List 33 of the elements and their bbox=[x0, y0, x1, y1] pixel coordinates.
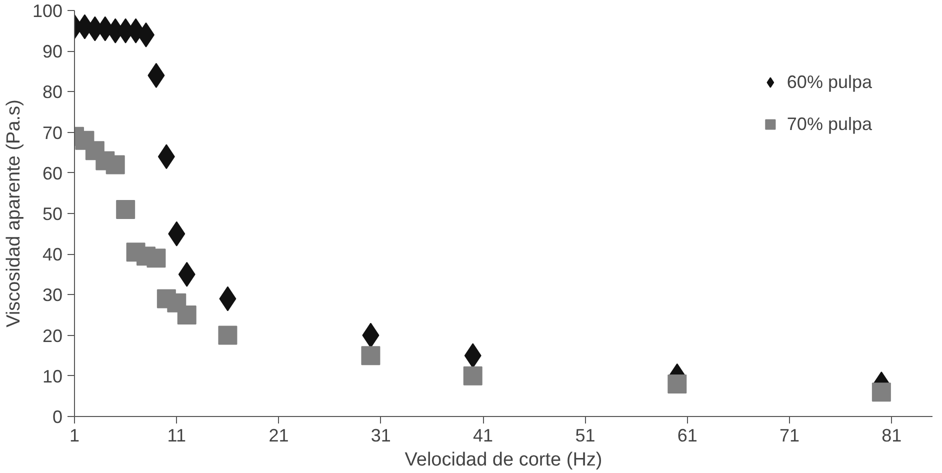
x-axis-title: Velocidad de corte (Hz) bbox=[404, 450, 602, 470]
y-tick-label: 50 bbox=[42, 204, 63, 224]
y-tick-label: 90 bbox=[42, 42, 63, 62]
point bbox=[116, 200, 136, 219]
x-tick-label: 21 bbox=[268, 426, 289, 446]
point bbox=[106, 155, 125, 174]
x-tick-label: 61 bbox=[677, 426, 698, 446]
y-tick-label: 20 bbox=[42, 326, 63, 346]
y-tick-label: 10 bbox=[42, 366, 63, 386]
x-tick-label: 41 bbox=[473, 426, 494, 446]
point bbox=[177, 306, 196, 324]
y-tick-label: 0 bbox=[52, 407, 63, 427]
y-axis-title: Viscosidad aparente (Pa.s) bbox=[3, 100, 24, 328]
x-tick-label: 51 bbox=[575, 426, 596, 446]
point bbox=[361, 346, 380, 366]
x-tick-label: 1 bbox=[69, 426, 80, 446]
y-tick-label: 80 bbox=[42, 82, 63, 102]
legend-label: 60% pulpa bbox=[786, 72, 872, 92]
point bbox=[872, 382, 891, 402]
x-tick-label: 11 bbox=[167, 426, 186, 446]
point bbox=[218, 326, 238, 345]
y-tick-label: 100 bbox=[32, 1, 63, 21]
y-tick-label: 30 bbox=[42, 285, 63, 306]
y-tick-label: 60 bbox=[42, 163, 63, 184]
point bbox=[146, 248, 166, 268]
point bbox=[463, 366, 482, 386]
point bbox=[668, 374, 687, 394]
x-tick-label: 71 bbox=[779, 426, 800, 446]
y-tick-label: 40 bbox=[42, 244, 63, 265]
legend-label: 70% pulpa bbox=[786, 114, 872, 134]
y-tick-label: 70 bbox=[42, 122, 63, 143]
x-tick-label: 31 bbox=[370, 426, 391, 446]
x-tick-label: 81 bbox=[882, 426, 902, 446]
